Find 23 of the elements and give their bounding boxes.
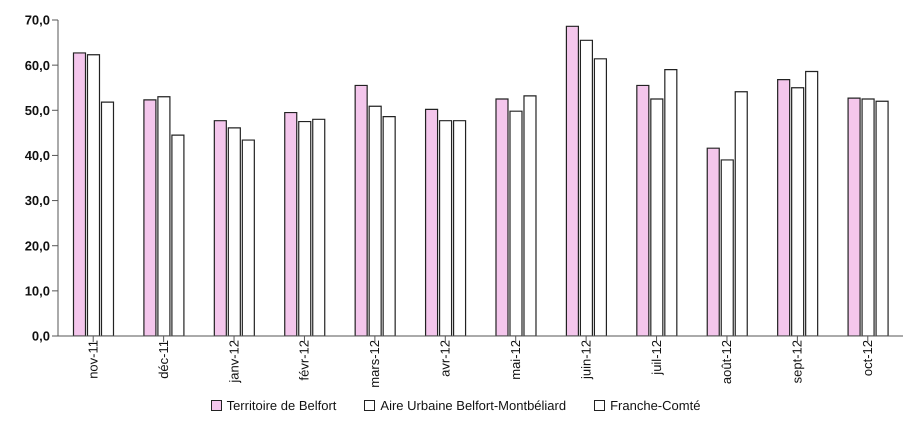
x-tick-label: mai-12 [508,340,523,380]
y-tick-label: 60,0 [24,58,50,73]
y-tick-label: 0,0 [32,328,50,344]
x-tick-label: févr-12 [296,340,312,380]
x-tick-label: oct-12 [860,340,876,376]
legend-label: Aire Urbaine Belfort-Montbéliard [380,398,566,413]
y-tick-label: 20,0 [24,238,50,254]
y-tick-label: 40,0 [24,148,50,164]
legend-label: Franche-Comté [610,398,700,413]
legend-label: Territoire de Belfort [226,398,336,413]
x-tick-label: août-12 [719,340,734,384]
y-tick-label: 30,0 [24,193,50,208]
y-tick-label: 50,0 [24,102,50,118]
x-tick-label: janv-12 [226,340,242,384]
x-tick-label: nov-11 [85,340,100,379]
x-tick-label: avr-12 [438,340,453,377]
x-tick-label: sept-12 [790,340,805,384]
x-tick-label: déc-11 [156,340,171,379]
x-tick-label: juin-12 [578,340,594,380]
y-tick-label: 10,0 [24,283,50,298]
x-tick-label: mars-12 [367,340,382,388]
y-tick-label: 70,0 [24,12,50,28]
x-tick-label: juil-12 [648,340,664,376]
